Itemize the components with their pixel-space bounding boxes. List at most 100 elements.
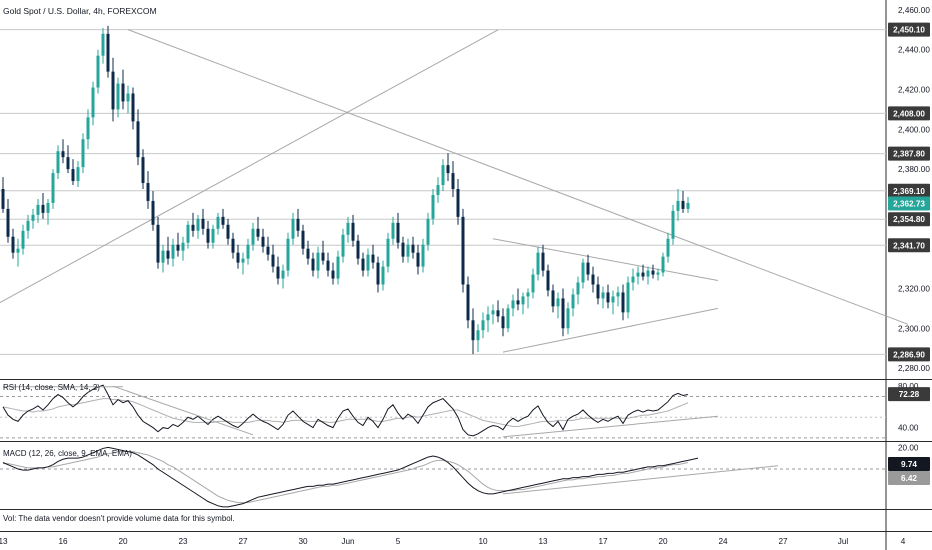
candle-body [506,308,510,329]
candle-body [311,258,315,271]
price-level-label: 2,286.90 [893,350,925,359]
candle-body [21,230,25,249]
price-tick-label: 2,320.00 [898,284,930,293]
candle-body [476,330,480,341]
trendline [502,307,719,353]
candle-body [61,151,65,158]
candle-body [81,139,85,168]
candle-body [346,222,350,235]
candle-body [101,33,105,56]
candle-body [26,220,30,231]
price-tick-label: 2,400.00 [898,125,930,134]
candle-body [91,87,95,118]
candle-body [531,274,535,293]
macd-title: MACD (12, 26, close, 9, EMA, EMA) [3,449,132,458]
candle-body [516,300,520,305]
candle-body [366,254,370,271]
candle-body [486,314,490,321]
candle-body [541,252,545,271]
candle-body [191,224,195,231]
candle-body [601,292,605,299]
candle-body [221,216,225,225]
trendline [0,29,499,304]
price-level-label-bg [888,212,930,227]
candle-body [316,252,320,271]
candle-body [571,294,575,309]
price-tick-label: 2,280.00 [898,364,930,373]
candle-body [556,298,560,307]
candle-body [381,266,385,285]
candle-body [626,282,630,313]
candle-body [456,189,460,217]
candle-body [11,236,15,253]
current-price-label: 2,362.73 [893,199,925,208]
candle-body [1,189,5,209]
candle-body [656,272,660,275]
candle-body [566,308,570,329]
candle-body [156,224,160,263]
candle-body [606,292,610,303]
price-tick-label: 2,420.00 [898,86,930,95]
candle-body [166,250,170,259]
time-tick-label: Jun [341,537,355,546]
time-tick-label: 10 [478,537,488,546]
candle-body [176,244,180,251]
candle-body [66,157,70,170]
candle-body [51,173,55,203]
candle-body [651,270,655,275]
candle-body [471,320,475,341]
rsi-title: RSI (14, close, SMA, 14, 2) [3,383,100,392]
rsi-pane[interactable]: 80.00 40.00 72.28 [0,382,930,439]
candle-body [151,200,155,225]
time-tick-label: 27 [238,537,248,546]
candle-body [511,300,515,309]
macd-tick-label: 20.00 [898,443,919,452]
candle-body [171,244,175,259]
price-pane[interactable]: 2,460.00 2,440.00 2,420.00 2,400.00 2,380.00… [0,6,930,373]
candle-body [671,210,675,239]
candle-body [76,167,80,182]
rsi-tick-label: 80.00 [898,382,919,391]
candle-body [6,208,10,237]
candle-body [111,71,115,110]
candle-body [371,254,375,263]
price-level-label-bg [888,22,930,37]
candle-body [36,204,40,215]
candle-body [396,222,400,243]
candle-body [361,258,365,271]
candle-body [446,165,450,174]
time-tick-label: 16 [58,537,68,546]
candle-body [436,185,440,195]
candle-body [301,230,305,249]
candle-body [561,298,565,329]
candle-body [401,242,405,257]
time-tick-label: 13 [0,537,8,546]
candle-body [236,252,240,263]
rsi-line [2,384,689,437]
candle-body [386,238,390,267]
candle-body [281,270,285,279]
time-tick-label: 23 [178,537,188,546]
candle-body [341,234,345,257]
time-tick-label: 20 [118,537,128,546]
time-axis[interactable]: 13 16 20 23 27 30 Jun 5 10 13 17 20 24 27 Jul 4 [0,537,906,546]
macd-pane[interactable]: 20.00 9.74 6.42 [0,443,930,508]
candle-body [116,83,120,110]
candle-body [426,218,430,245]
candle-body [226,224,230,239]
trendline [492,238,719,282]
candle-body [576,282,580,295]
candle-body [196,218,200,231]
rsi-value-label: 72.28 [899,390,920,399]
price-level-label: 2,450.10 [893,26,925,35]
candle-body [616,292,620,297]
price-tick-label: 2,440.00 [898,46,930,55]
candle-body [636,272,640,277]
price-level-label-bg [888,347,930,362]
macd-signal-value-label-bg [888,471,930,485]
candle-body [216,216,220,229]
candle-body [596,284,600,299]
current-price-label-bg [888,196,930,211]
